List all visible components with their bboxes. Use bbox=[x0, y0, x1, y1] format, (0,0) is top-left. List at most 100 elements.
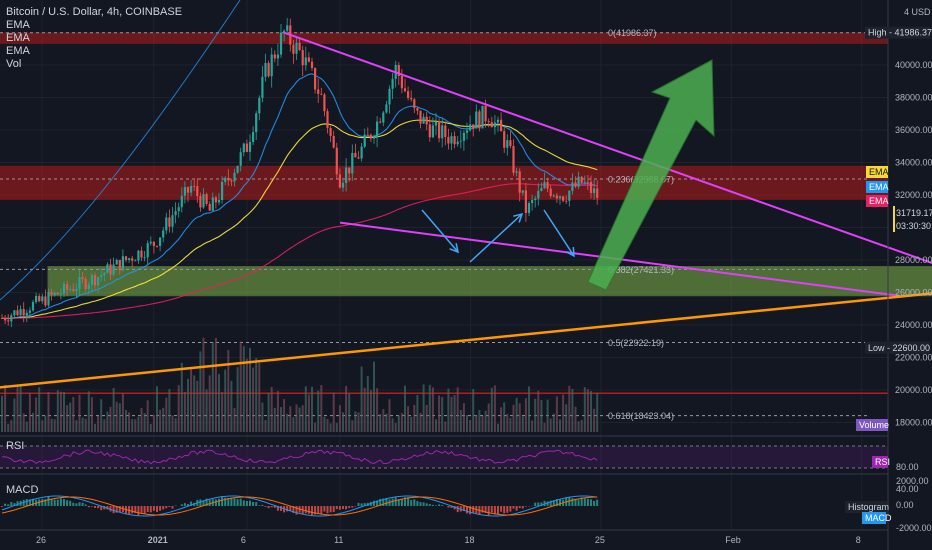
volume-bar bbox=[94, 423, 96, 432]
macd-histogram-bar bbox=[348, 506, 351, 508]
volume-bar bbox=[304, 386, 307, 432]
macd-histogram-bar bbox=[540, 502, 543, 506]
candle-body bbox=[245, 143, 248, 152]
candle-body bbox=[338, 174, 341, 188]
volume-bar bbox=[16, 384, 19, 432]
volume-bar bbox=[453, 395, 456, 432]
macd-histogram-bar bbox=[115, 506, 118, 513]
candle-body bbox=[174, 211, 177, 216]
macd-histogram-bar bbox=[242, 500, 245, 506]
candle-body bbox=[372, 137, 376, 139]
legend-ema-2[interactable]: EMA bbox=[6, 32, 30, 44]
time-axis[interactable]: 2620216111825Feb81522Mar bbox=[36, 535, 932, 545]
macd-histogram-bar bbox=[394, 497, 397, 506]
volume-bar bbox=[475, 415, 478, 432]
macd-tick-2: -2000.00 bbox=[896, 523, 932, 533]
macd-histogram-bar bbox=[230, 497, 233, 506]
volume-bar bbox=[143, 413, 146, 432]
volume-bar bbox=[363, 387, 366, 432]
macd-histogram-bar bbox=[270, 506, 273, 508]
candle-body bbox=[59, 293, 62, 295]
path-arrow-head-2 bbox=[565, 246, 575, 258]
volume-bar bbox=[252, 367, 255, 432]
volume-bar bbox=[410, 416, 413, 432]
macd-histogram-bar bbox=[90, 506, 93, 507]
volume-bar bbox=[84, 418, 87, 432]
macd-histogram-bar bbox=[506, 506, 509, 513]
volume-bar bbox=[404, 385, 406, 432]
time-label-6: Feb bbox=[725, 535, 741, 545]
volume-bar bbox=[394, 422, 397, 432]
volume-bar bbox=[447, 388, 450, 432]
candle-body bbox=[0, 318, 4, 319]
volume-bar bbox=[577, 421, 580, 432]
macd-histogram-bar bbox=[493, 506, 496, 515]
macd-histogram-bar bbox=[397, 499, 400, 506]
macd-histogram-bar bbox=[221, 496, 224, 506]
macd-histogram-bar bbox=[78, 502, 81, 506]
volume-bar bbox=[515, 397, 518, 432]
candle-body bbox=[190, 185, 193, 193]
symbol-title[interactable]: Bitcoin / U.S. Dollar, 4h, COINBASE bbox=[6, 6, 183, 18]
volume-bar bbox=[301, 405, 304, 432]
price-axis[interactable]: 4 USD 18000.00 20000.00 22000.00 24000.00 260… bbox=[845, 0, 932, 550]
candle-body bbox=[286, 25, 289, 31]
macd-histogram-bar bbox=[236, 499, 239, 506]
candle-body bbox=[109, 264, 112, 275]
macd-histogram-bar bbox=[500, 506, 503, 512]
legend-volume[interactable]: Vol bbox=[6, 58, 22, 70]
candle-body bbox=[149, 241, 152, 244]
macd-histogram-bar bbox=[171, 506, 174, 509]
time-label-2: 6 bbox=[241, 535, 246, 545]
candle-body bbox=[183, 187, 186, 196]
legend-ema-3[interactable]: EMA bbox=[6, 45, 30, 57]
candle-body bbox=[227, 177, 230, 181]
candle-body bbox=[515, 171, 518, 173]
candle-body bbox=[19, 309, 22, 316]
macd-histogram-bar bbox=[363, 503, 366, 506]
candle-body bbox=[258, 97, 261, 114]
macd-pane-label[interactable]: MACD bbox=[6, 484, 39, 496]
path-arrow-head-0 bbox=[449, 243, 460, 254]
candle-body bbox=[35, 295, 38, 303]
candle-body bbox=[472, 124, 475, 129]
macd-histogram-bar bbox=[295, 506, 298, 515]
candle-body bbox=[369, 134, 372, 139]
volume-bar bbox=[227, 350, 230, 432]
macd-histogram-bar bbox=[469, 506, 472, 515]
ema-tag-slow: EMA bbox=[869, 196, 889, 206]
volume-bar bbox=[276, 391, 279, 432]
macd-histogram-bar bbox=[146, 506, 149, 513]
candle-body bbox=[506, 140, 509, 148]
volume-bar bbox=[546, 399, 549, 432]
candle-body bbox=[47, 292, 50, 306]
candle-body bbox=[230, 180, 233, 182]
macd-histogram-bar bbox=[59, 498, 62, 506]
candle-body bbox=[453, 136, 456, 145]
rsi-pane-label[interactable]: RSI bbox=[6, 440, 25, 452]
macd-histogram-bar bbox=[267, 506, 270, 509]
macd-histogram-bar bbox=[435, 505, 437, 506]
legend-ema-1[interactable]: EMA bbox=[6, 19, 30, 31]
volume-bar bbox=[128, 412, 131, 432]
volume-bar bbox=[165, 397, 168, 432]
price-tick-8: 34000.00 bbox=[895, 158, 932, 168]
volume-bar bbox=[236, 367, 239, 432]
candle-body bbox=[168, 217, 171, 227]
volume-bar bbox=[307, 394, 310, 432]
candle-body bbox=[292, 44, 295, 54]
candle-body bbox=[165, 217, 168, 231]
candle-body bbox=[518, 171, 521, 193]
candle-body bbox=[320, 93, 323, 95]
volume-bar bbox=[555, 396, 558, 432]
macd-histogram-bar bbox=[1, 506, 3, 507]
volume-bar bbox=[32, 412, 34, 432]
time-label-4: 18 bbox=[464, 535, 474, 545]
candle-body bbox=[69, 289, 72, 290]
volume-tag-bg bbox=[856, 419, 888, 431]
candle-body bbox=[462, 132, 465, 141]
macd-histogram-bar bbox=[586, 498, 589, 506]
candle-body bbox=[332, 135, 335, 148]
candle-body bbox=[388, 88, 391, 105]
